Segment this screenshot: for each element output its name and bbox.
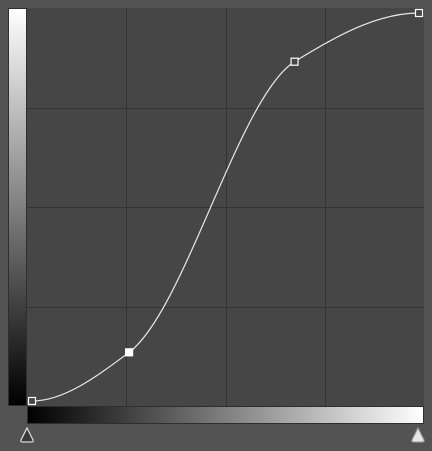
curve-point-selected[interactable] bbox=[125, 348, 134, 357]
curve-line[interactable] bbox=[31, 12, 420, 402]
output-gradient-bar bbox=[27, 406, 424, 424]
grid-lines bbox=[27, 8, 424, 406]
curve-points[interactable] bbox=[27, 8, 424, 406]
white-point-slider[interactable] bbox=[409, 427, 427, 445]
curve-point[interactable] bbox=[27, 396, 37, 406]
curve-canvas[interactable] bbox=[27, 8, 424, 406]
curve-point[interactable] bbox=[290, 57, 299, 66]
black-point-slider[interactable] bbox=[18, 427, 36, 445]
black-point-triangle-icon[interactable] bbox=[18, 427, 36, 445]
curve-point[interactable] bbox=[414, 8, 424, 18]
curve-graph[interactable] bbox=[27, 8, 424, 406]
white-point-triangle-icon[interactable] bbox=[409, 427, 427, 445]
input-gradient-bar bbox=[8, 8, 27, 406]
